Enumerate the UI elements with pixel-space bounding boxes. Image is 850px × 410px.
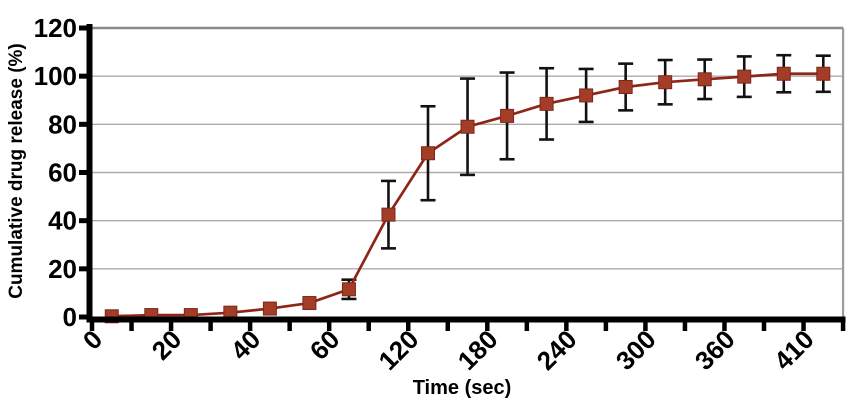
x-tick-label: 410: [768, 324, 820, 376]
data-point-marker: [776, 66, 791, 81]
data-point-marker: [262, 301, 277, 316]
data-point-marker: [460, 119, 475, 134]
y-tick-label: 120: [34, 13, 77, 43]
y-tick-label: 100: [34, 61, 77, 91]
data-point-marker: [302, 296, 317, 311]
data-point-marker: [341, 282, 356, 297]
x-tick-label: 240: [531, 324, 583, 376]
x-tick-label: 40: [225, 324, 267, 366]
x-tick-label: 20: [146, 324, 188, 366]
data-point-marker: [579, 88, 594, 103]
series-markers: [104, 66, 831, 324]
x-tick-label: 300: [610, 324, 662, 376]
data-point-marker: [816, 66, 831, 81]
x-axis-title: Time (sec): [412, 377, 512, 399]
y-tick-label: 80: [48, 109, 77, 139]
x-axis-ticks: 0 20 40 60 120 180 240 300 360 410: [77, 322, 846, 376]
y-tick-label: 60: [48, 158, 77, 188]
data-point-marker: [697, 72, 712, 87]
data-point-marker: [500, 108, 515, 123]
x-tick-label: 360: [689, 324, 741, 376]
y-axis-title: Cumulative drug release (%): [6, 43, 27, 299]
y-axis-ticks: 0 20 40 60 80 100 120: [34, 13, 92, 332]
y-tick-label: 0: [63, 302, 77, 332]
data-point-marker: [539, 96, 554, 111]
x-tick-label: 180: [452, 324, 504, 376]
data-point-marker: [658, 75, 673, 90]
axes: [86, 24, 846, 323]
x-tick-label: 120: [373, 324, 425, 376]
data-point-marker: [618, 80, 633, 95]
y-tick-label: 20: [48, 254, 77, 284]
x-tick-label: 60: [304, 324, 346, 366]
data-point-marker: [381, 207, 396, 222]
data-point-marker: [737, 69, 752, 84]
data-point-marker: [421, 146, 436, 161]
y-tick-label: 40: [48, 206, 77, 236]
